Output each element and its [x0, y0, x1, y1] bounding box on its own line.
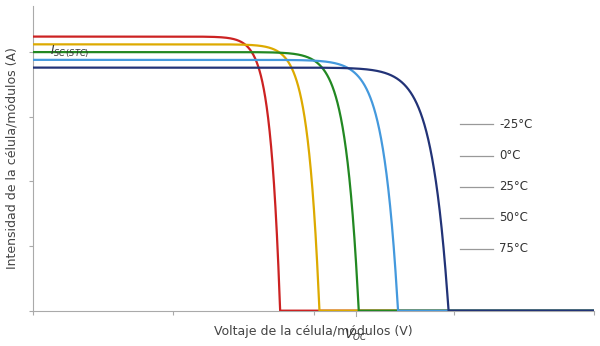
Text: 0°C: 0°C [499, 149, 521, 162]
Text: -25°C: -25°C [499, 118, 532, 131]
X-axis label: Voltaje de la célula/módulos (V): Voltaje de la célula/módulos (V) [214, 325, 413, 338]
Text: 50°C: 50°C [499, 211, 528, 224]
Text: 25°C: 25°C [499, 180, 528, 193]
Text: $I_{SC\,(STC)}$: $I_{SC\,(STC)}$ [50, 44, 89, 60]
Y-axis label: Intensidad de la célula/módulos (A): Intensidad de la célula/módulos (A) [5, 47, 19, 269]
Text: $V_{OC}$: $V_{OC}$ [344, 327, 368, 343]
Text: 75°C: 75°C [499, 242, 528, 255]
